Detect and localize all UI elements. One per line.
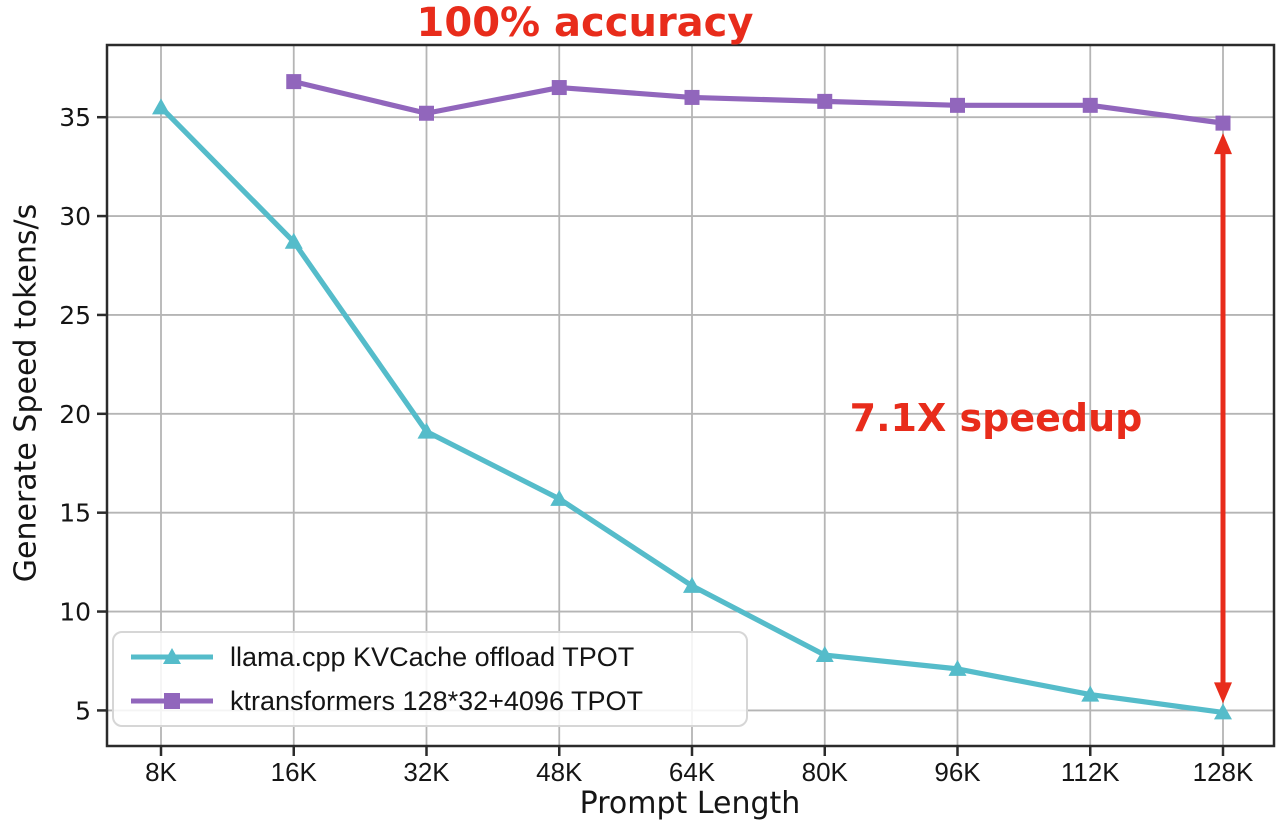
series-line-ktransformers	[291, 79, 1226, 126]
y-tick-label: 30	[59, 202, 91, 231]
square-marker-icon	[164, 693, 180, 709]
y-tick-label: 10	[59, 598, 91, 627]
legend-sample-line-triangle	[131, 648, 213, 664]
triangle-marker-icon	[683, 576, 701, 593]
legend-label: ktransformers 128*32+4096 TPOT	[230, 685, 643, 716]
legend-label: llama.cpp KVCache offload TPOT	[230, 641, 635, 672]
x-tick-label: 8K	[145, 757, 177, 787]
square-marker-icon	[1215, 115, 1231, 131]
y-tick-label: 20	[59, 400, 91, 429]
y-tick-label: 25	[59, 301, 91, 330]
square-marker-icon	[817, 93, 833, 109]
square-marker-icon	[551, 80, 567, 96]
x-tick-label: 128K	[1193, 757, 1254, 787]
triangle-marker-icon	[284, 232, 303, 249]
triangle-marker-icon	[550, 489, 569, 506]
y-axis-label: Generate Speed tokens/s	[8, 203, 44, 583]
y-tick-label: 15	[59, 499, 91, 528]
arrow-down-head-icon	[1214, 682, 1232, 704]
triangle-marker-icon	[1214, 703, 1232, 720]
arrow-up-head-icon	[1214, 133, 1232, 155]
x-tick-label: 16K	[271, 757, 318, 787]
legend: llama.cpp KVCache offload TPOT ktransfor…	[112, 631, 748, 727]
square-marker-icon	[286, 74, 302, 90]
x-tick-label: 64K	[669, 757, 716, 787]
square-marker-icon	[950, 97, 965, 113]
speedup-annotation: 7.1X speedup	[849, 396, 1143, 440]
triangle-marker-icon	[152, 98, 170, 115]
y-tick-label: 35	[59, 103, 91, 132]
square-marker-icon	[1082, 97, 1098, 113]
x-tick-label: 48K	[536, 757, 583, 787]
x-tick-label: 32K	[403, 757, 450, 787]
x-tick-label: 112K	[1061, 757, 1120, 787]
triangle-marker-icon	[815, 646, 834, 663]
x-axis-label: Prompt Length	[579, 786, 801, 821]
plot-frame	[105, 43, 1276, 748]
chart-title: 100% accuracy	[416, 0, 754, 46]
x-tick-label: 80K	[802, 757, 849, 787]
legend-item-ktransformers: ktransformers 128*32+4096 TPOT	[128, 681, 746, 721]
triangle-marker-icon	[948, 659, 967, 676]
square-marker-icon	[419, 105, 434, 121]
square-marker-icon	[684, 89, 700, 105]
triangle-marker-icon	[1081, 685, 1100, 702]
y-tick-label: 5	[75, 696, 91, 725]
x-tick-label: 96K	[934, 757, 981, 787]
triangle-marker-icon	[163, 648, 181, 664]
legend-item-llama-cpp: llama.cpp KVCache offload TPOT	[128, 637, 746, 677]
triangle-marker-icon	[417, 422, 436, 439]
legend-sample-line-square	[131, 693, 213, 709]
